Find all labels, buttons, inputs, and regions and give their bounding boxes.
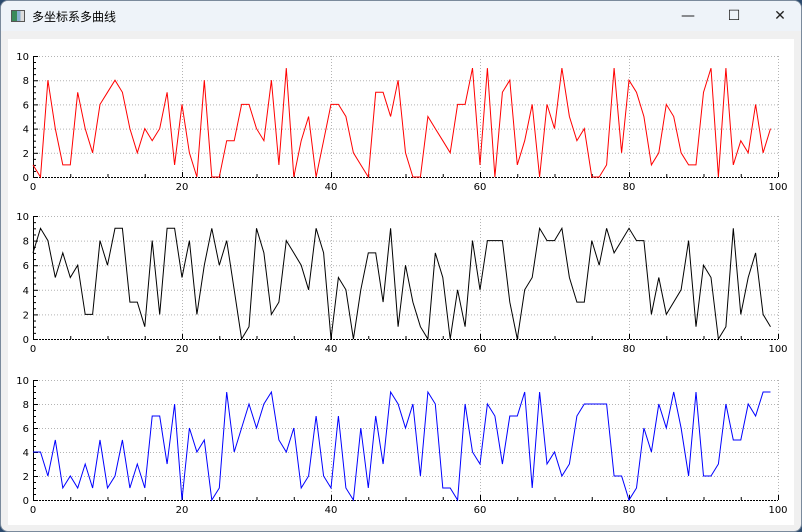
series-line-curve3 <box>33 390 771 502</box>
app-icon <box>11 10 25 22</box>
x-tick-label: 20 <box>176 182 189 193</box>
chart-area: 0 2 4 6 8 10 0 20 40 60 80 100 0 2 4 6 8 10 0 20 40 60 80 100 0 2… <box>8 39 794 525</box>
x-tick-label: 80 <box>623 505 636 516</box>
y-tick-label: 6 <box>23 424 29 435</box>
x-tick-label: 100 <box>768 505 787 516</box>
y-tick-label: 8 <box>23 76 29 87</box>
y-tick-label: 4 <box>23 448 29 459</box>
minimize-button[interactable]: — <box>665 1 711 31</box>
x-tick-label: 40 <box>325 505 338 516</box>
close-button[interactable]: ✕ <box>757 1 801 31</box>
y-tick-label: 10 <box>16 376 29 387</box>
title-bar[interactable]: 多坐标系多曲线 — ☐ ✕ <box>1 1 801 31</box>
maximize-icon: ☐ <box>727 8 741 24</box>
x-tick-label: 0 <box>30 344 36 355</box>
y-tick-label: 10 <box>16 52 29 63</box>
y-tick-label: 10 <box>16 212 29 223</box>
y-tick-label: 0 <box>23 335 29 346</box>
x-tick-label: 60 <box>474 344 487 355</box>
y-tick-label: 0 <box>23 173 29 184</box>
x-tick-label: 40 <box>325 182 338 193</box>
y-tick-label: 6 <box>23 100 29 111</box>
window-title: 多坐标系多曲线 <box>32 10 117 24</box>
y-tick-label: 8 <box>23 400 29 411</box>
maximize-button[interactable]: ☐ <box>711 1 757 31</box>
y-tick-label: 4 <box>23 125 29 136</box>
x-tick-label: 100 <box>768 344 787 355</box>
x-tick-label: 0 <box>30 182 36 193</box>
x-tick-label: 100 <box>768 182 787 193</box>
x-tick-label: 20 <box>176 344 189 355</box>
close-icon: ✕ <box>774 8 786 24</box>
series-line-curve2 <box>32 226 771 341</box>
y-tick-label: 2 <box>23 472 29 483</box>
y-tick-label: 2 <box>23 149 29 160</box>
x-tick-label: 0 <box>30 505 36 516</box>
x-tick-label: 80 <box>623 344 636 355</box>
x-tick-label: 40 <box>325 344 338 355</box>
x-tick-label: 80 <box>623 182 636 193</box>
y-tick-label: 8 <box>23 237 29 248</box>
y-tick-label: 0 <box>23 496 29 507</box>
y-tick-label: 2 <box>23 310 29 321</box>
minimize-icon: — <box>681 8 695 24</box>
series-line-curve1 <box>32 67 771 179</box>
y-tick-label: 6 <box>23 261 29 272</box>
y-tick-label: 4 <box>23 286 29 297</box>
x-tick-label: 60 <box>474 505 487 516</box>
x-tick-label: 20 <box>176 505 189 516</box>
x-tick-label: 60 <box>474 182 487 193</box>
